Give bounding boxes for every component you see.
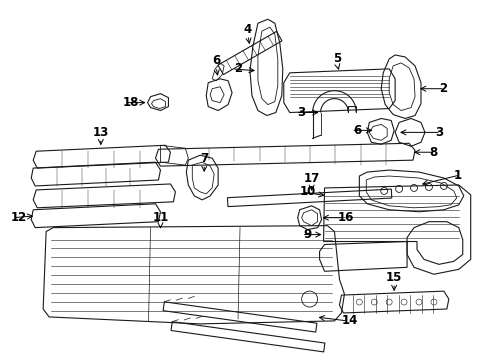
Text: 14: 14: [341, 314, 357, 327]
Text: 18: 18: [122, 96, 139, 109]
Text: 7: 7: [200, 152, 208, 165]
Text: 1: 1: [453, 168, 461, 181]
Text: 5: 5: [333, 53, 341, 66]
Text: 3: 3: [297, 106, 305, 119]
Text: 17: 17: [303, 171, 319, 185]
Text: 10: 10: [299, 185, 315, 198]
Text: 2: 2: [233, 62, 242, 75]
Text: 11: 11: [152, 211, 168, 224]
Text: 8: 8: [428, 146, 436, 159]
Text: 13: 13: [93, 126, 109, 139]
Text: 12: 12: [11, 211, 27, 224]
Text: 3: 3: [434, 126, 442, 139]
Text: 16: 16: [337, 211, 353, 224]
Text: 15: 15: [385, 271, 402, 284]
Text: 2: 2: [438, 82, 446, 95]
Text: 9: 9: [303, 228, 311, 241]
Text: 4: 4: [244, 23, 252, 36]
Text: 6: 6: [352, 124, 361, 137]
Text: 6: 6: [212, 54, 220, 67]
